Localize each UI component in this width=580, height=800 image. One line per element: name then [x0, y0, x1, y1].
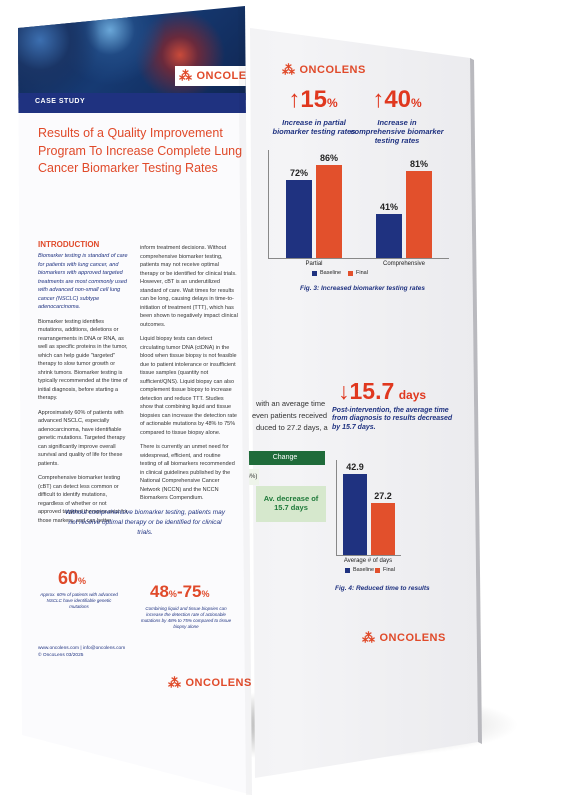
chart2-x-label: Average # of days [343, 558, 393, 564]
bar-value-label: 72% [289, 168, 308, 179]
fig3-caption: Fig. 3: Increased biomarker testing rate… [300, 285, 425, 292]
stat-time-caption: Post-intervention, the average time from… [332, 407, 453, 431]
section-heading: INTRODUCTION [38, 240, 100, 249]
stat-unit: % [411, 96, 422, 110]
bar-value-label: 81% [409, 158, 428, 169]
body-fragment-2: even patients received [252, 411, 328, 420]
contact-info: www.oncolens.com | info@oncolens.com © O… [38, 646, 126, 659]
paragraph: inform treatment decisions. Without comp… [140, 245, 238, 328]
copyright: © OncoLens 03/2025 [38, 653, 84, 659]
paragraph: There is currently an unmet need for wid… [140, 444, 235, 502]
table-header: Change [245, 451, 325, 465]
bar-baseline [343, 473, 367, 555]
bar-value-label: 41% [379, 201, 398, 212]
logo-text: ONCOLENS [299, 64, 366, 76]
x-tick-label: Partial [305, 261, 323, 267]
bar-value-label: 27.2 [374, 491, 392, 502]
bar-value-label: 42.9 [346, 461, 364, 472]
page-title: Results of a Quality Improvement Program… [38, 126, 243, 175]
legend-label: Final [356, 270, 368, 276]
stat-48-75-caption: Combining liquid and tissue biopsies can… [140, 606, 232, 630]
x-tick-label: Comprehensive [382, 261, 426, 267]
column-2: inform treatment decisions. Without comp… [140, 244, 238, 509]
back-logo: ⁂ ONCOLENS [282, 62, 366, 78]
footer-logo: ⁂ ONCOLENS [362, 630, 446, 646]
logo-text: ONCOLENS [185, 677, 252, 689]
stat-unit: days [398, 388, 427, 402]
email-link[interactable]: info@oncolens.com [82, 646, 126, 651]
paragraph: Biomarker testing is standard of care fo… [38, 253, 128, 311]
stat-value: ↑40 [372, 86, 412, 113]
bar-final [371, 503, 395, 555]
legend-label: Final [383, 567, 395, 573]
stat-60: 60% [58, 568, 86, 589]
bar-final-comprehensive [406, 170, 432, 258]
stat-comprehensive-caption: Increase in comprehensive biomarker test… [350, 118, 444, 145]
paragraph: Approximately 60% of patients with advan… [38, 409, 126, 467]
oncolens-logo-icon: ⁂ [168, 675, 182, 690]
chart1-legend-final: Final [348, 270, 368, 276]
oncolens-logo-icon: ⁂ [362, 630, 376, 645]
logo-text: ONCOLENS [196, 70, 263, 82]
fig4-caption: Fig. 4: Reduced time to results [335, 585, 430, 592]
legend-label: Baseline [320, 270, 342, 276]
stat-partial: ↑15% [268, 86, 358, 114]
oncolens-logo-icon: ⁂ [179, 68, 193, 83]
chart2-legend-final: Final [375, 567, 395, 573]
case-study-banner: CASE STUDY [18, 93, 250, 113]
front-logo: ⁂ ONCOLENS [175, 66, 263, 86]
bar-value-label: 86% [319, 153, 338, 164]
bar-final-partial [316, 165, 342, 258]
pull-quote: Without comprehensive biomarker testing,… [65, 509, 225, 536]
stat-value: 48 [150, 582, 169, 601]
chart2-legend-baseline: Baseline [345, 567, 374, 573]
paragraph: Liquid biopsy tests can detect circulati… [140, 336, 237, 436]
time-to-results-chart: 42.9 27.2 [336, 460, 401, 556]
stat-time: ↓15.7 days [338, 378, 426, 405]
stat-value: ↑15 [288, 86, 328, 113]
body-fragment-1: with an average time [256, 399, 326, 408]
stat-value: ↓15.7 [338, 378, 395, 404]
column-1: Biomarker testing is standard of care fo… [38, 252, 130, 531]
paragraph: Comprehensive biomarker testing (cBT) ca… [38, 475, 128, 524]
stat-value: 60 [58, 568, 79, 588]
logo-text: ONCOLENS [379, 632, 446, 644]
stat-unit: % [201, 589, 210, 599]
stat-partial-caption: Increase in partial biomarker testing ra… [272, 118, 356, 136]
testing-rates-chart: 72% 86% Partial 41% 81% Comprehensive [268, 150, 449, 267]
chart1-legend-baseline: Baseline [312, 270, 341, 276]
stat-unit: % [168, 589, 177, 599]
stat-unit: % [78, 576, 87, 586]
front-footer-logo: ⁂ ONCOLENS [168, 675, 252, 691]
paragraph: Biomarker testing identifies mutations, … [38, 318, 128, 402]
stat-60-caption: Approx. 60% of patients with advanced NS… [40, 592, 118, 610]
bar-baseline-partial [286, 180, 312, 258]
stat-48-75: 48%-75% [150, 582, 210, 602]
website-link[interactable]: www.oncolens.com [38, 646, 80, 651]
stat-comprehensive: ↑40% [352, 86, 442, 114]
body-fragment-3: duced to 27.2 days, a [256, 423, 328, 432]
oncolens-logo-icon: ⁂ [282, 62, 296, 77]
legend-label: Baseline [353, 567, 375, 573]
stat-value-2: -75 [176, 582, 202, 601]
table-cell-change: Av. decrease of 15.7 days [256, 486, 326, 522]
bar-baseline-comprehensive [376, 213, 402, 258]
stat-unit: % [327, 96, 338, 110]
banner-text: CASE STUDY [35, 98, 86, 105]
